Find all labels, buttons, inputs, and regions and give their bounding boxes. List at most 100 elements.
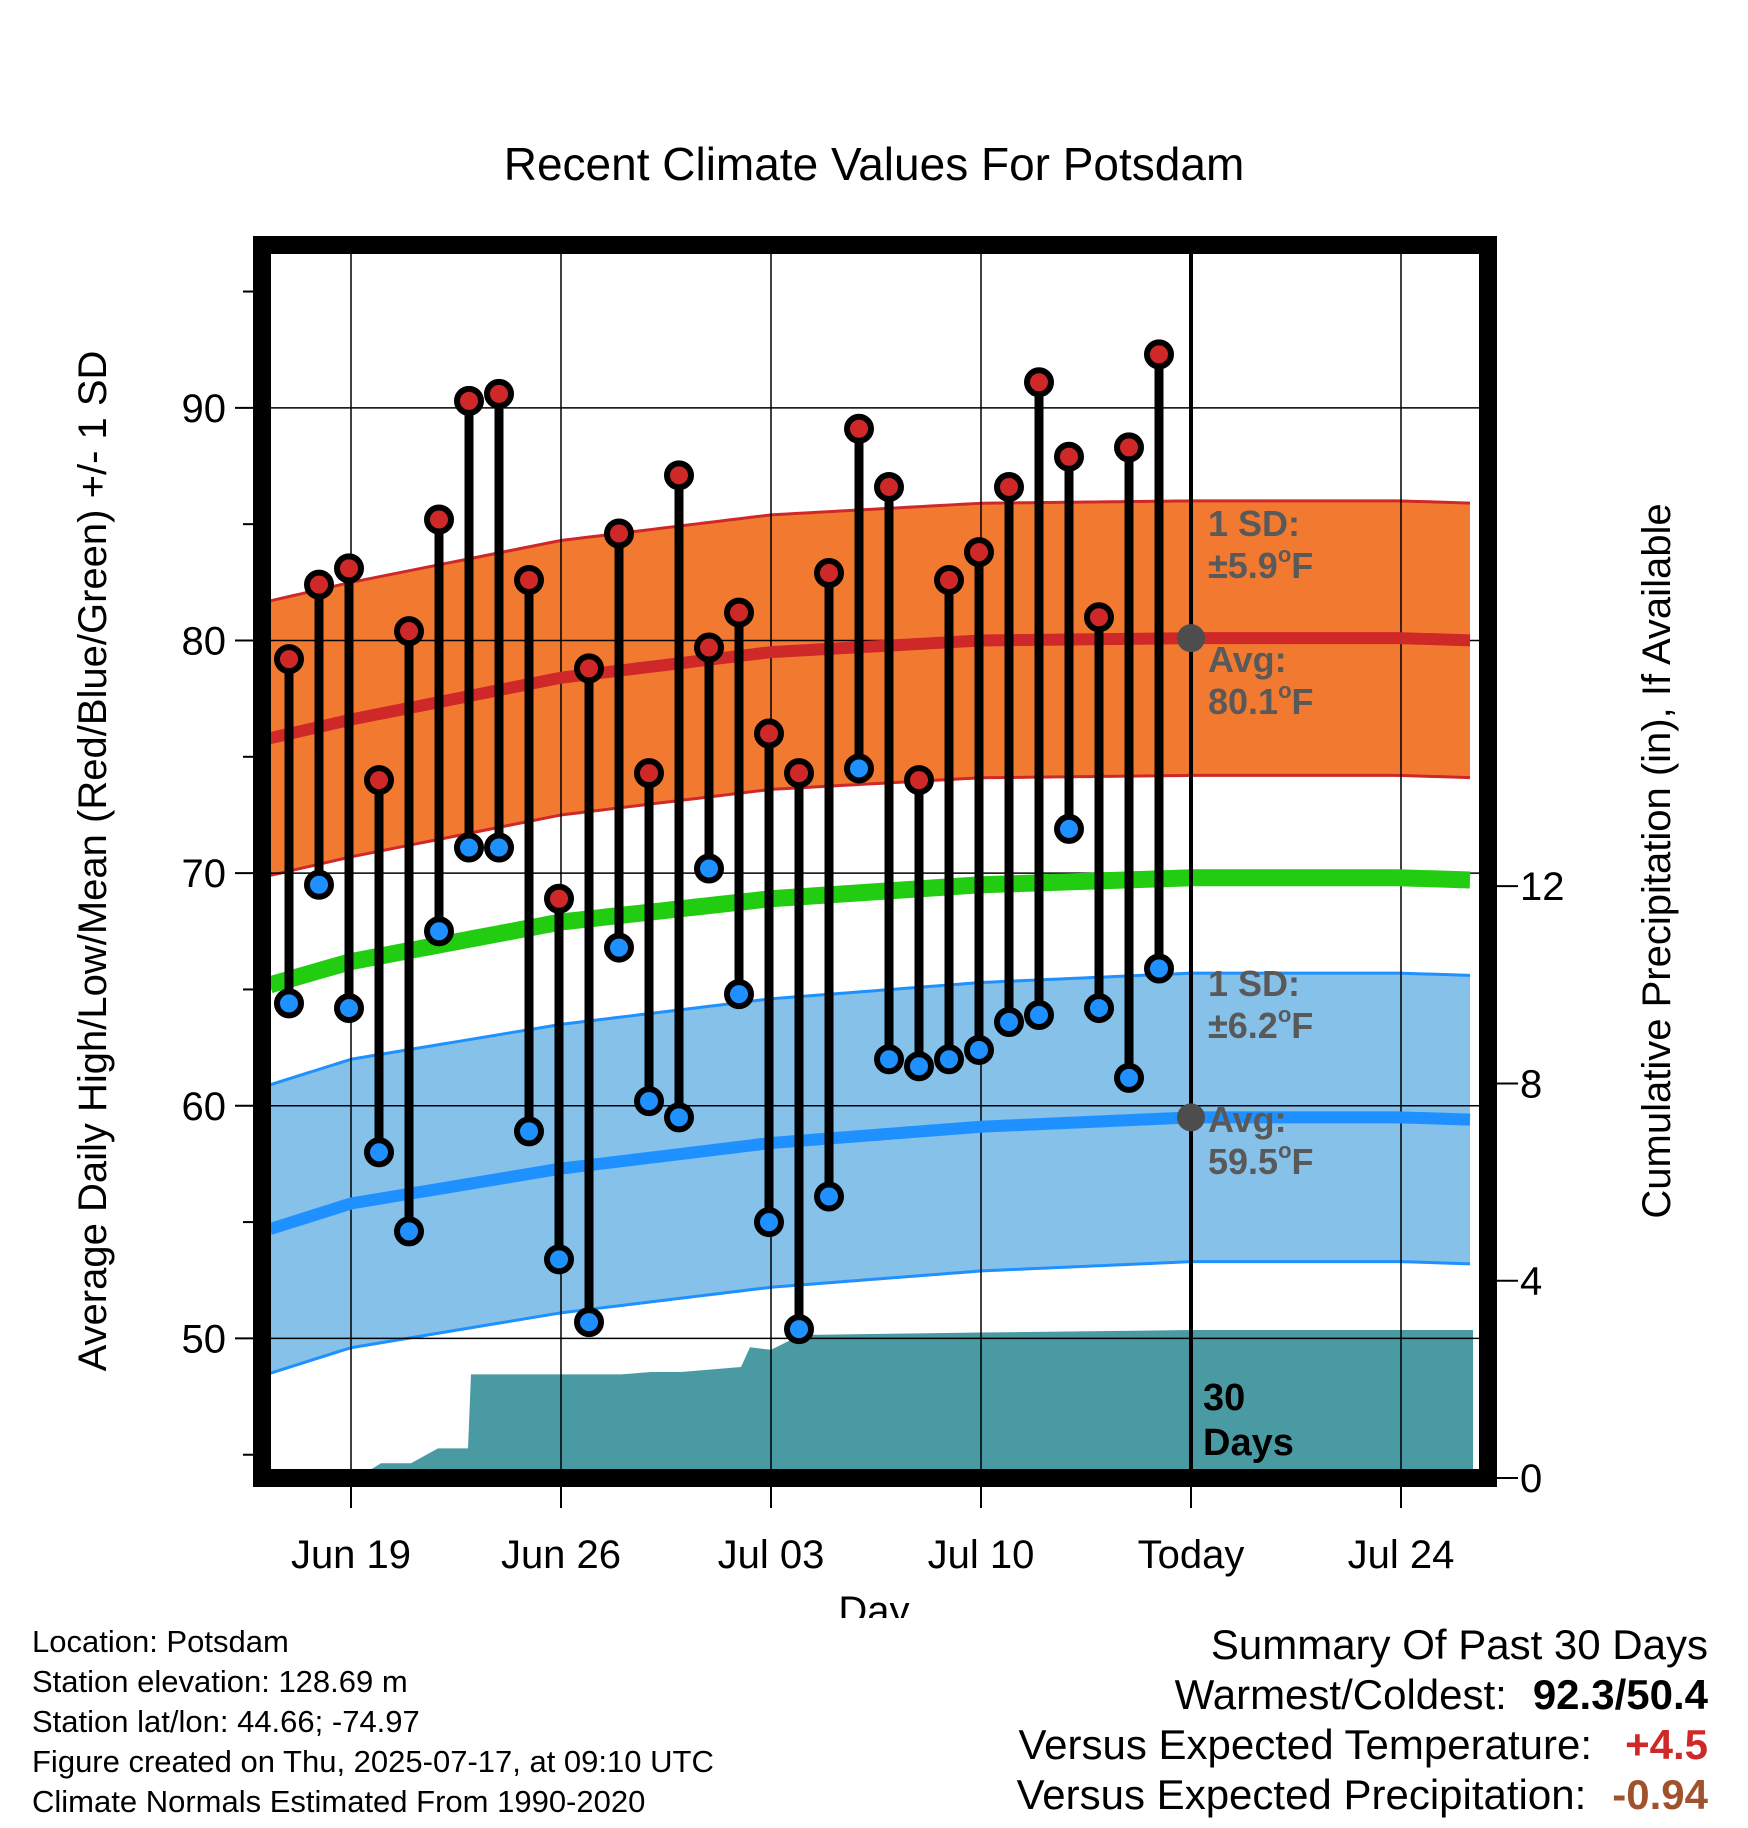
high-dot [424,504,454,535]
y-tick-label: 50 [182,1317,227,1361]
low-dot [874,1044,904,1075]
high-dot [814,558,844,589]
y-tick-label: 90 [182,387,227,431]
high-dot [904,765,934,796]
low-avg-annotation-label: Avg: [1208,1099,1287,1140]
high-dot [934,565,964,596]
summary-title: Summary Of Past 30 Days [1210,1621,1708,1668]
high-dot [604,518,634,549]
y-tick-label: 70 [182,852,227,896]
low-dot [754,1207,784,1238]
high-dot [484,378,514,409]
precip-row: Versus Expected Precipitation: -0.94 [1017,1770,1708,1820]
normal-bands [269,499,1471,1375]
warmest-row: Warmest/Coldest: 92.3/50.4 [1017,1670,1708,1720]
low-dot [1084,993,1114,1024]
low-dot [634,1086,664,1117]
low-dot [484,832,514,863]
x-tick-label: Jul 24 [1348,1533,1455,1577]
low-avg-annotation-value: 59.5oF [1208,1138,1314,1182]
daily-range-bars [274,339,1174,1345]
low-dot [574,1307,604,1338]
high-dot [574,653,604,684]
high-dot [1114,432,1144,463]
y2-tick-label: 8 [1520,1062,1542,1106]
low-dot [544,1244,574,1275]
y2-axis-label: Cumulative Precipitation (in), If Availa… [1635,503,1679,1218]
station-info: Location: Potsdam Station elevation: 128… [32,1622,714,1822]
high-avg-marker [1177,624,1205,653]
days-label: Days [1203,1422,1294,1464]
high-dot [364,765,394,796]
high-dot [274,644,304,675]
high-dot [874,471,904,502]
x-tick-label: Jun 26 [501,1533,621,1577]
temp-label: Versus Expected Temperature: [1018,1721,1592,1768]
axes: 50 60 70 80 90 0 4 8 12 Jun 19 Jun 26 Jul 03 Jul 10 T… [182,290,1565,1577]
high-avg-annotation-value: 80.1oF [1208,678,1314,722]
precip-area-group [270,1330,1473,1478]
low-sd-band [270,973,1470,1374]
high-dot [964,537,994,568]
high-avg-annotation-label: Avg: [1208,639,1287,680]
high-sd-annotation-value: ±5.9oF [1208,542,1313,586]
high-dot [994,471,1024,502]
high-dot [694,632,724,663]
elevation-text: Station elevation: 128.69 m [32,1664,408,1699]
temp-value: +4.5 [1625,1721,1708,1768]
normal-mean-line [267,869,1471,993]
warmest-label: Warmest/Coldest: [1174,1671,1507,1718]
chart-title: Recent Climate Values For Potsdam [504,138,1245,190]
low-dot [694,853,724,884]
low-dot [784,1314,814,1345]
high-dot [454,385,484,416]
low-dot [1054,813,1084,844]
high-dot [1084,602,1114,633]
days-count: 30 [1203,1377,1245,1419]
high-dot [1144,339,1174,370]
high-dot [394,616,424,647]
normal-low-line [268,1111,1471,1235]
high-dot [664,460,694,491]
high-dot [1024,367,1054,398]
low-avg-marker [1177,1103,1205,1132]
plot-border [253,236,1497,1487]
high-dot [844,413,874,444]
high-dot [634,758,664,789]
temp-row: Versus Expected Temperature: +4.5 [1017,1720,1708,1770]
high-dot [514,565,544,596]
low-dot [454,832,484,863]
x-tick-label: Jul 03 [718,1533,825,1577]
low-dot [334,993,364,1024]
y2-tick-label: 0 [1520,1457,1542,1501]
x-axis-label: Day [838,1589,909,1618]
low-dot [814,1181,844,1212]
high-sd-band [270,500,1470,876]
high-sd-annotation-label: 1 SD: [1208,503,1300,544]
high-dot [334,553,364,584]
y-tick-label: 80 [182,619,227,663]
low-dot [994,1007,1024,1038]
low-dot [364,1137,394,1168]
low-dot [274,988,304,1019]
climate-chart: Recent Climate Values For Potsdam 1 SD:±… [71,138,1679,1618]
low-dot [964,1034,994,1065]
warmest-value: 92.3/50.4 [1532,1671,1708,1718]
low-dot [1024,1000,1054,1031]
low-dot [1114,1062,1144,1093]
low-dot [844,753,874,784]
plot-frame [253,236,1497,1487]
low-sd-annotation-label: 1 SD: [1208,963,1300,1004]
y-axis-label: Average Daily High/Low/Mean (Red/Blue/Gr… [71,351,115,1372]
precip-value: -0.94 [1612,1771,1708,1818]
low-sd-upper-edge [269,971,1471,1087]
low-dot [394,1216,424,1247]
low-dot [724,979,754,1010]
y2-tick-label: 4 [1520,1260,1542,1304]
high-dot [544,883,574,914]
x-tick-label: Jun 19 [291,1533,411,1577]
high-dot [1054,441,1084,472]
high-dot [784,758,814,789]
summary-panel: Summary Of Past 30 Days Warmest/Coldest:… [1017,1620,1708,1820]
latlon-text: Station lat/lon: 44.66; -74.97 [32,1704,420,1739]
